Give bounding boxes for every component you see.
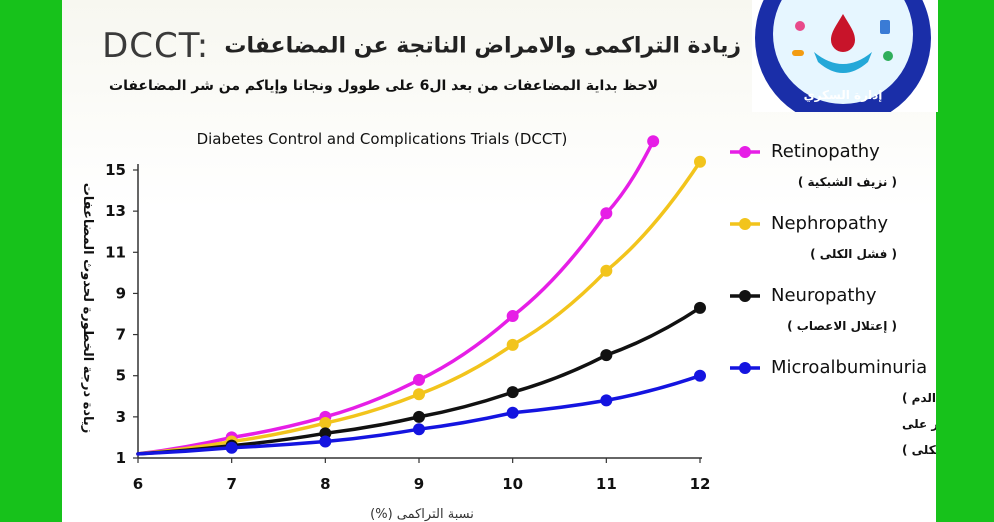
- title-arabic: زيادة التراكمى والامراض الناتجة عن المضا…: [224, 33, 741, 59]
- apple-icon: [883, 51, 893, 61]
- nephropathy-data-point: [600, 264, 613, 277]
- nephropathy-data-point: [319, 417, 332, 430]
- x-tick-label: 7: [226, 475, 236, 493]
- microalbuminuria-data-point: [225, 441, 238, 454]
- slide-subtitle: لاحظ بداية المضاعفات من بعد ال6 على طوول…: [109, 78, 658, 94]
- neuropathy-data-point: [319, 427, 332, 440]
- neuropathy-data-point: [413, 410, 425, 423]
- retinopathy-data-point: [647, 135, 660, 148]
- microalbuminuria-legend-arabic-label: مؤشر على: [902, 417, 936, 432]
- left-green-border: [0, 0, 62, 522]
- diabetes-department-logo: إدارة السكري: [752, 0, 938, 112]
- blood-drop-icon: [831, 14, 855, 52]
- retinopathy-data-point: [506, 310, 519, 323]
- retinopathy-legend-label: Retinopathy: [771, 141, 880, 162]
- pill-icon: [792, 50, 804, 56]
- y-tick-label: 13: [105, 202, 126, 220]
- y-tick-label: 5: [116, 367, 126, 385]
- neuropathy-data-point: [506, 386, 519, 399]
- nephropathy-data-point: [413, 388, 425, 401]
- y-tick-label: 15: [105, 161, 126, 179]
- y-tick-label: 3: [116, 408, 126, 426]
- retinopathy-legend-arabic-label: ( نزيف الشبكية ): [798, 175, 897, 189]
- glucose-meter-icon: [880, 20, 890, 34]
- x-axis-label: نسبة التراكمى (%): [370, 507, 474, 522]
- y-tick-label: 7: [116, 326, 126, 344]
- retinopathy-data-point: [413, 373, 425, 386]
- neuropathy-data-point: [694, 301, 706, 314]
- nephropathy-legend-label: Nephropathy: [771, 213, 888, 234]
- caring-hand-icon: [814, 52, 872, 73]
- microalbuminuria-legend-arabic-label: وجود بروتين فى الدم ): [902, 391, 936, 406]
- slide-title: DCCT: زيادة التراكمى والامراض الناتجة عن…: [102, 26, 741, 66]
- nephropathy-data-point: [694, 155, 706, 168]
- microalbuminuria-data-point: [600, 394, 613, 407]
- x-tick-label: 12: [690, 475, 711, 493]
- neuropathy-legend-label: Neuropathy: [771, 285, 877, 306]
- title-latin: DCCT:: [102, 26, 210, 66]
- right-green-border: [936, 0, 994, 522]
- retinopathy-legend-swatch-dot: [739, 146, 751, 158]
- retinopathy-data-point: [600, 207, 613, 220]
- microalbuminuria-data-point: [319, 435, 332, 448]
- microalbuminuria-legend-arabic-label: مرض الكلى ): [902, 443, 936, 457]
- x-tick-label: 10: [502, 475, 523, 493]
- x-tick-label: 8: [320, 475, 330, 493]
- nephropathy-data-point: [506, 338, 519, 351]
- x-tick-label: 6: [133, 475, 143, 493]
- chart-title: Diabetes Control and Complications Trial…: [197, 130, 568, 148]
- microalbuminuria-data-point: [413, 423, 425, 436]
- y-axis-label: زيادة درجة الخطورة لحدوث المضاعفات: [80, 183, 95, 434]
- logo-text: إدارة السكري: [804, 88, 883, 102]
- microalbuminuria-data-point: [694, 369, 706, 382]
- microalbuminuria-legend-swatch-dot: [739, 362, 751, 374]
- y-tick-label: 1: [116, 449, 126, 467]
- neuropathy-legend-swatch-dot: [739, 290, 751, 302]
- y-tick-label: 9: [116, 284, 126, 302]
- chart-legend: Retinopathy ( نزيف الشبكية ) Nephropathy ( …: [730, 141, 936, 457]
- nephropathy-legend-swatch-dot: [739, 218, 751, 230]
- neuropathy-legend-arabic-label: ( إعتلال الاعصاب ): [787, 319, 897, 333]
- microalbuminuria-legend-label: Microalbuminuria: [771, 357, 927, 378]
- heart-icon: [795, 21, 805, 31]
- nephropathy-legend-arabic-label: ( فشل الكلى ): [810, 247, 897, 261]
- neuropathy-data-point: [600, 349, 613, 362]
- x-tick-label: 11: [596, 475, 617, 493]
- microalbuminuria-data-point: [506, 406, 519, 419]
- chart-series-layer: [136, 135, 706, 456]
- y-tick-label: 11: [105, 243, 126, 261]
- nephropathy-series-line: [136, 160, 702, 456]
- x-tick-label: 9: [414, 475, 424, 493]
- dcct-line-chart: Diabetes Control and Complications Trial…: [80, 130, 936, 522]
